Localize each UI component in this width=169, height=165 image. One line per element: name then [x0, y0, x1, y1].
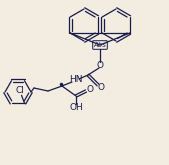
Text: Cl: Cl	[15, 86, 24, 95]
Text: Abs: Abs	[94, 42, 106, 48]
FancyBboxPatch shape	[93, 41, 107, 49]
Text: O: O	[96, 61, 103, 69]
Text: O: O	[98, 83, 104, 93]
Text: O: O	[87, 84, 93, 94]
Text: HN: HN	[69, 76, 83, 84]
Text: OH: OH	[69, 103, 83, 113]
